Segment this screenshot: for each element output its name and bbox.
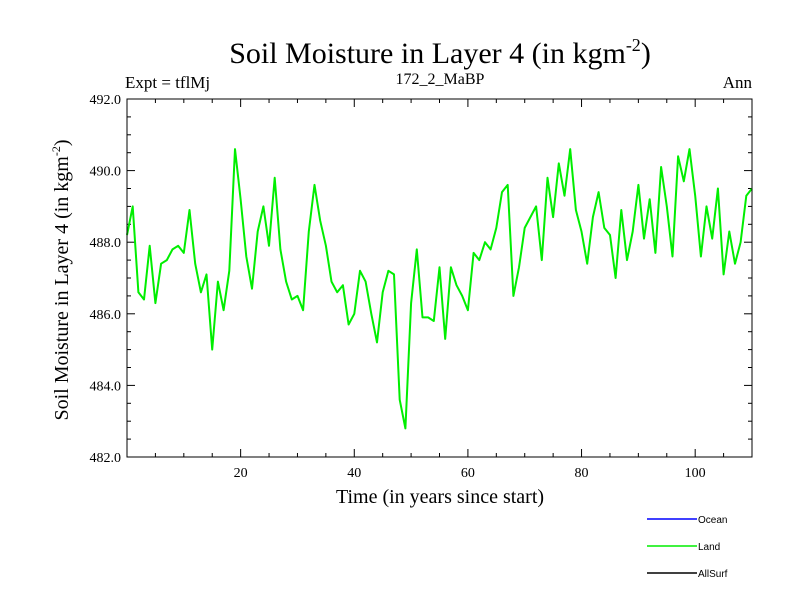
y-tick-label: 482.0 [90,451,122,466]
y-tick-label: 484.0 [90,379,122,394]
legend: Ocean Land AllSurf [647,515,728,580]
x-tick-label: 80 [575,466,589,481]
y-tick-label: 490.0 [90,165,122,180]
x-tick-label: 60 [461,466,475,481]
y-tick-label: 492.0 [90,93,122,108]
x-tick-label: 100 [685,466,706,481]
period-label: 172_2_MaBP [396,71,485,88]
x-axis-label: Time (in years since start) [336,486,544,508]
series-line-land [126,148,753,430]
legend-label-land: Land [698,542,720,553]
series-group [126,148,753,430]
x-tick-label: 40 [347,466,361,481]
legend-label-allsurf: AllSurf [698,569,728,580]
legend-label-ocean: Ocean [698,515,727,526]
y-tick-label: 486.0 [90,308,122,323]
plot-frame [126,98,753,458]
chart-title: Soil Moisture in Layer 4 (in kgm-2) [229,35,651,70]
y-axis-label: Soil Moisture in Layer 4 (in kgm-2) [49,139,73,420]
x-tick-label: 20 [234,466,248,481]
experiment-label: Expt = tflMj [125,73,210,92]
y-tick-label: 488.0 [90,236,122,251]
season-label: Ann [723,73,753,92]
axis-ticks: 482.0 484.0 486.0 488.0 490.0 492.0 20 40 60 80 10… [90,93,752,481]
